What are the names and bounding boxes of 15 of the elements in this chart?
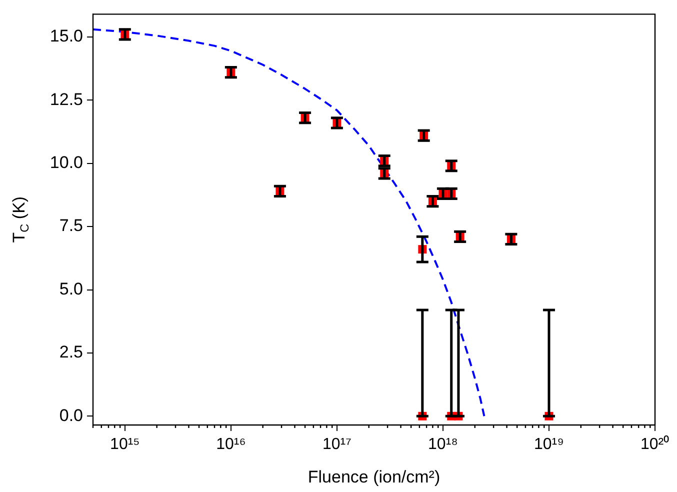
x-axis-title: Fluence (ion/cm²) — [308, 468, 440, 487]
y-tick-label: 5.0 — [59, 279, 83, 298]
x-tick-label: 10¹⁹ — [534, 436, 564, 454]
x-tick-label: 10¹⁷ — [322, 436, 352, 454]
x-tick-label: 10¹⁶ — [216, 436, 246, 454]
y-tick-label: 2.5 — [59, 342, 83, 362]
x-tick-label: 10¹⁵ — [110, 436, 140, 454]
y-tick-label: 7.5 — [59, 216, 83, 236]
y-tick-label: 12.5 — [50, 90, 83, 109]
y-tick-label: 15.0 — [50, 26, 83, 46]
y-axis-title: TC (K) — [10, 196, 32, 243]
y-tick-label: 10.0 — [50, 153, 83, 172]
x-tick-label: 10¹⁸ — [428, 436, 458, 454]
y-tick-label: 0.0 — [59, 406, 83, 425]
x-tick-label: 10²⁰ — [640, 435, 670, 454]
